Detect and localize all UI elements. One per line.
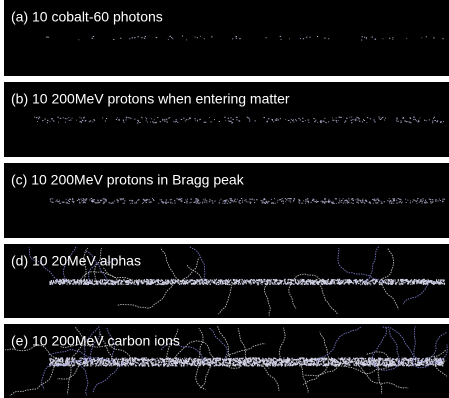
panel: (c) 10 200MeV protons in Bragg peak — [4, 163, 449, 238]
panel: (e) 10 200MeV carbon ions — [4, 324, 449, 398]
panel-label: (d) 10 20MeV alphas — [11, 253, 141, 269]
panel: (a) 10 cobalt-60 photons — [4, 0, 449, 76]
panel: (b) 10 200MeV protons when entering matt… — [4, 82, 449, 157]
figure: (a) 10 cobalt-60 photons (b) 10 200MeV pr… — [0, 0, 449, 398]
panel-label: (e) 10 200MeV carbon ions — [11, 333, 180, 349]
panel-label: (a) 10 cobalt-60 photons — [11, 9, 163, 25]
panel: (d) 10 20MeV alphas — [4, 244, 449, 318]
panel-label: (b) 10 200MeV protons when entering matt… — [11, 91, 290, 107]
panel-label: (c) 10 200MeV protons in Bragg peak — [11, 172, 245, 188]
